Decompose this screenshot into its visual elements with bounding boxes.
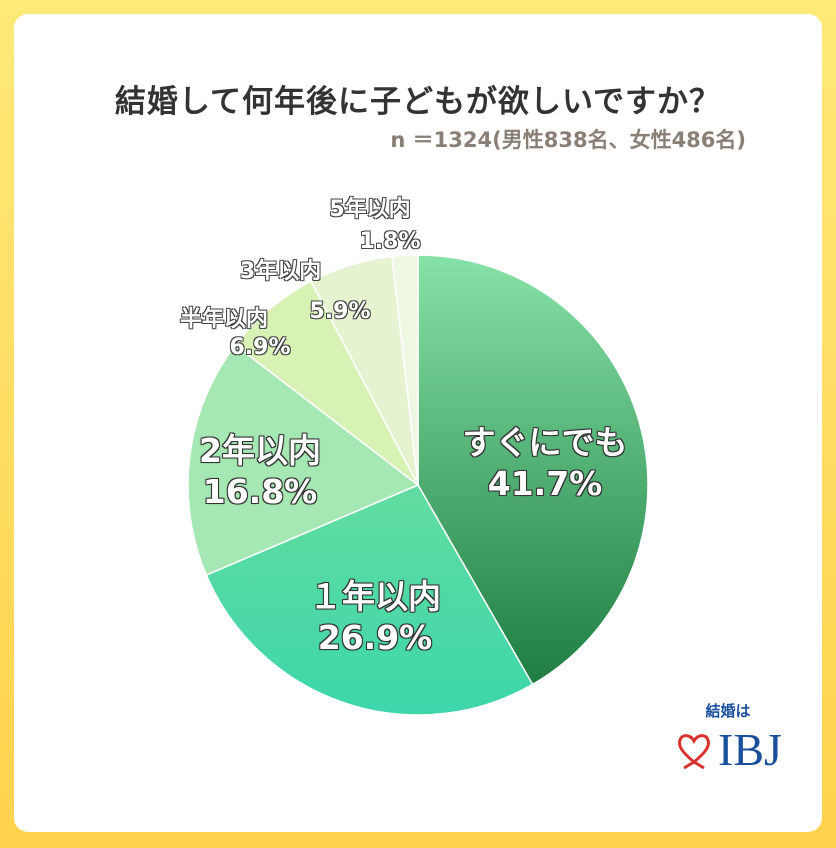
slice-value: 5.9% [309,298,371,324]
slice-name: すぐにでも [462,422,629,463]
slice-name: 5年以内 [329,197,411,222]
slice-value: 26.9% [317,617,433,658]
slice-value: 16.8% [202,471,318,512]
slice-label-1: １年以内 26.9% [285,576,465,659]
slice-name: 2年以内 [198,430,321,471]
slice-label-5: 5年以内 1.8% [315,196,425,255]
slice-name: 半年以内 [180,307,269,332]
slice-name: 3年以内 [240,259,322,284]
ibj-logo: 結婚は IBJ [668,700,788,773]
pie-slice-2 [187,344,420,576]
pie-slice-5 [391,254,419,486]
slice-value: 41.7% [487,463,603,504]
slice-value: 1.8% [359,228,421,254]
pie-slice-1 [205,484,534,716]
slice-name: １年以内 [308,576,442,617]
slice-label-0: すぐにでも 41.7% [440,422,650,505]
slice-label-4: 3年以内 5.9% [240,258,400,325]
slice-label-2: 2年以内 16.8% [185,430,335,513]
sample-size: n ＝1324(男性838名、女性486名) [390,128,746,152]
slice-label-3: 半年以内 6.9% [170,306,300,361]
slice-value: 6.9% [229,334,291,360]
logo-brand: IBJ [718,724,782,775]
pie-slice-0 [417,254,649,686]
logo-tagline: 結婚は [705,702,751,720]
heart-icon [678,734,711,770]
chart-title: 結婚して何年後に子どもが欲しいですか？ [114,84,722,120]
